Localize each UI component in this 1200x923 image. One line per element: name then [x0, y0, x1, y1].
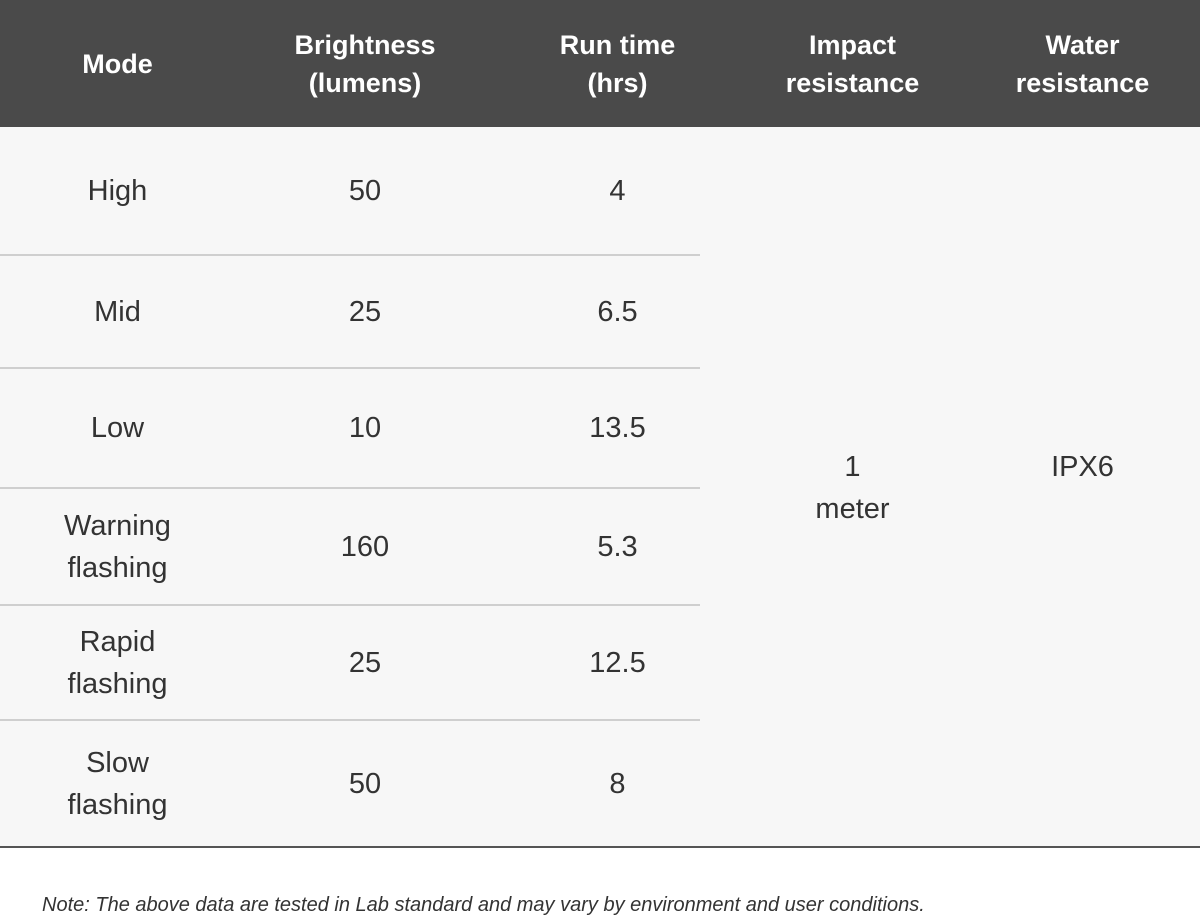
note: Note: The above data are tested in Lab s…: [42, 894, 925, 916]
impact-resistance: 1 meter: [815, 450, 890, 525]
header-cell: Run time (hrs): [559, 29, 676, 98]
table-cell: 12.5: [589, 646, 646, 679]
water-resistance: IPX6: [1051, 451, 1114, 483]
table-cell: 160: [340, 530, 390, 563]
table-cell: Warning flashing: [64, 509, 171, 584]
table-cell: 8: [609, 768, 626, 800]
table-cell: Slow flashing: [67, 747, 168, 821]
row-divider: [0, 604, 700, 606]
table-cell: 6.5: [597, 295, 638, 328]
header-cell: Mode: [82, 48, 153, 79]
table-cell: Rapid flashing: [67, 625, 168, 700]
table-cell: 13.5: [589, 412, 646, 444]
table-cell: 50: [348, 175, 382, 207]
table-cell: 5.3: [597, 530, 638, 563]
header-cell: Brightness (lumens): [294, 29, 436, 98]
table-cell: 4: [609, 175, 626, 207]
row-divider: [0, 487, 700, 489]
row-divider: [0, 719, 700, 721]
header-cell: Water resistance: [1015, 29, 1150, 98]
table-bottom-rule: [0, 846, 1200, 848]
table-cell: Mid: [94, 295, 141, 328]
header-cell: Impact resistance: [785, 29, 920, 98]
table-cell: 10: [348, 412, 382, 444]
table-cell: 25: [348, 295, 382, 328]
table-cell: High: [87, 175, 148, 207]
row-divider: [0, 367, 700, 369]
row-divider: [0, 254, 700, 256]
table-cell: 25: [348, 646, 382, 679]
table-header: [0, 0, 1200, 127]
table-cell: Low: [90, 412, 145, 444]
table-cell: 50: [348, 768, 382, 800]
